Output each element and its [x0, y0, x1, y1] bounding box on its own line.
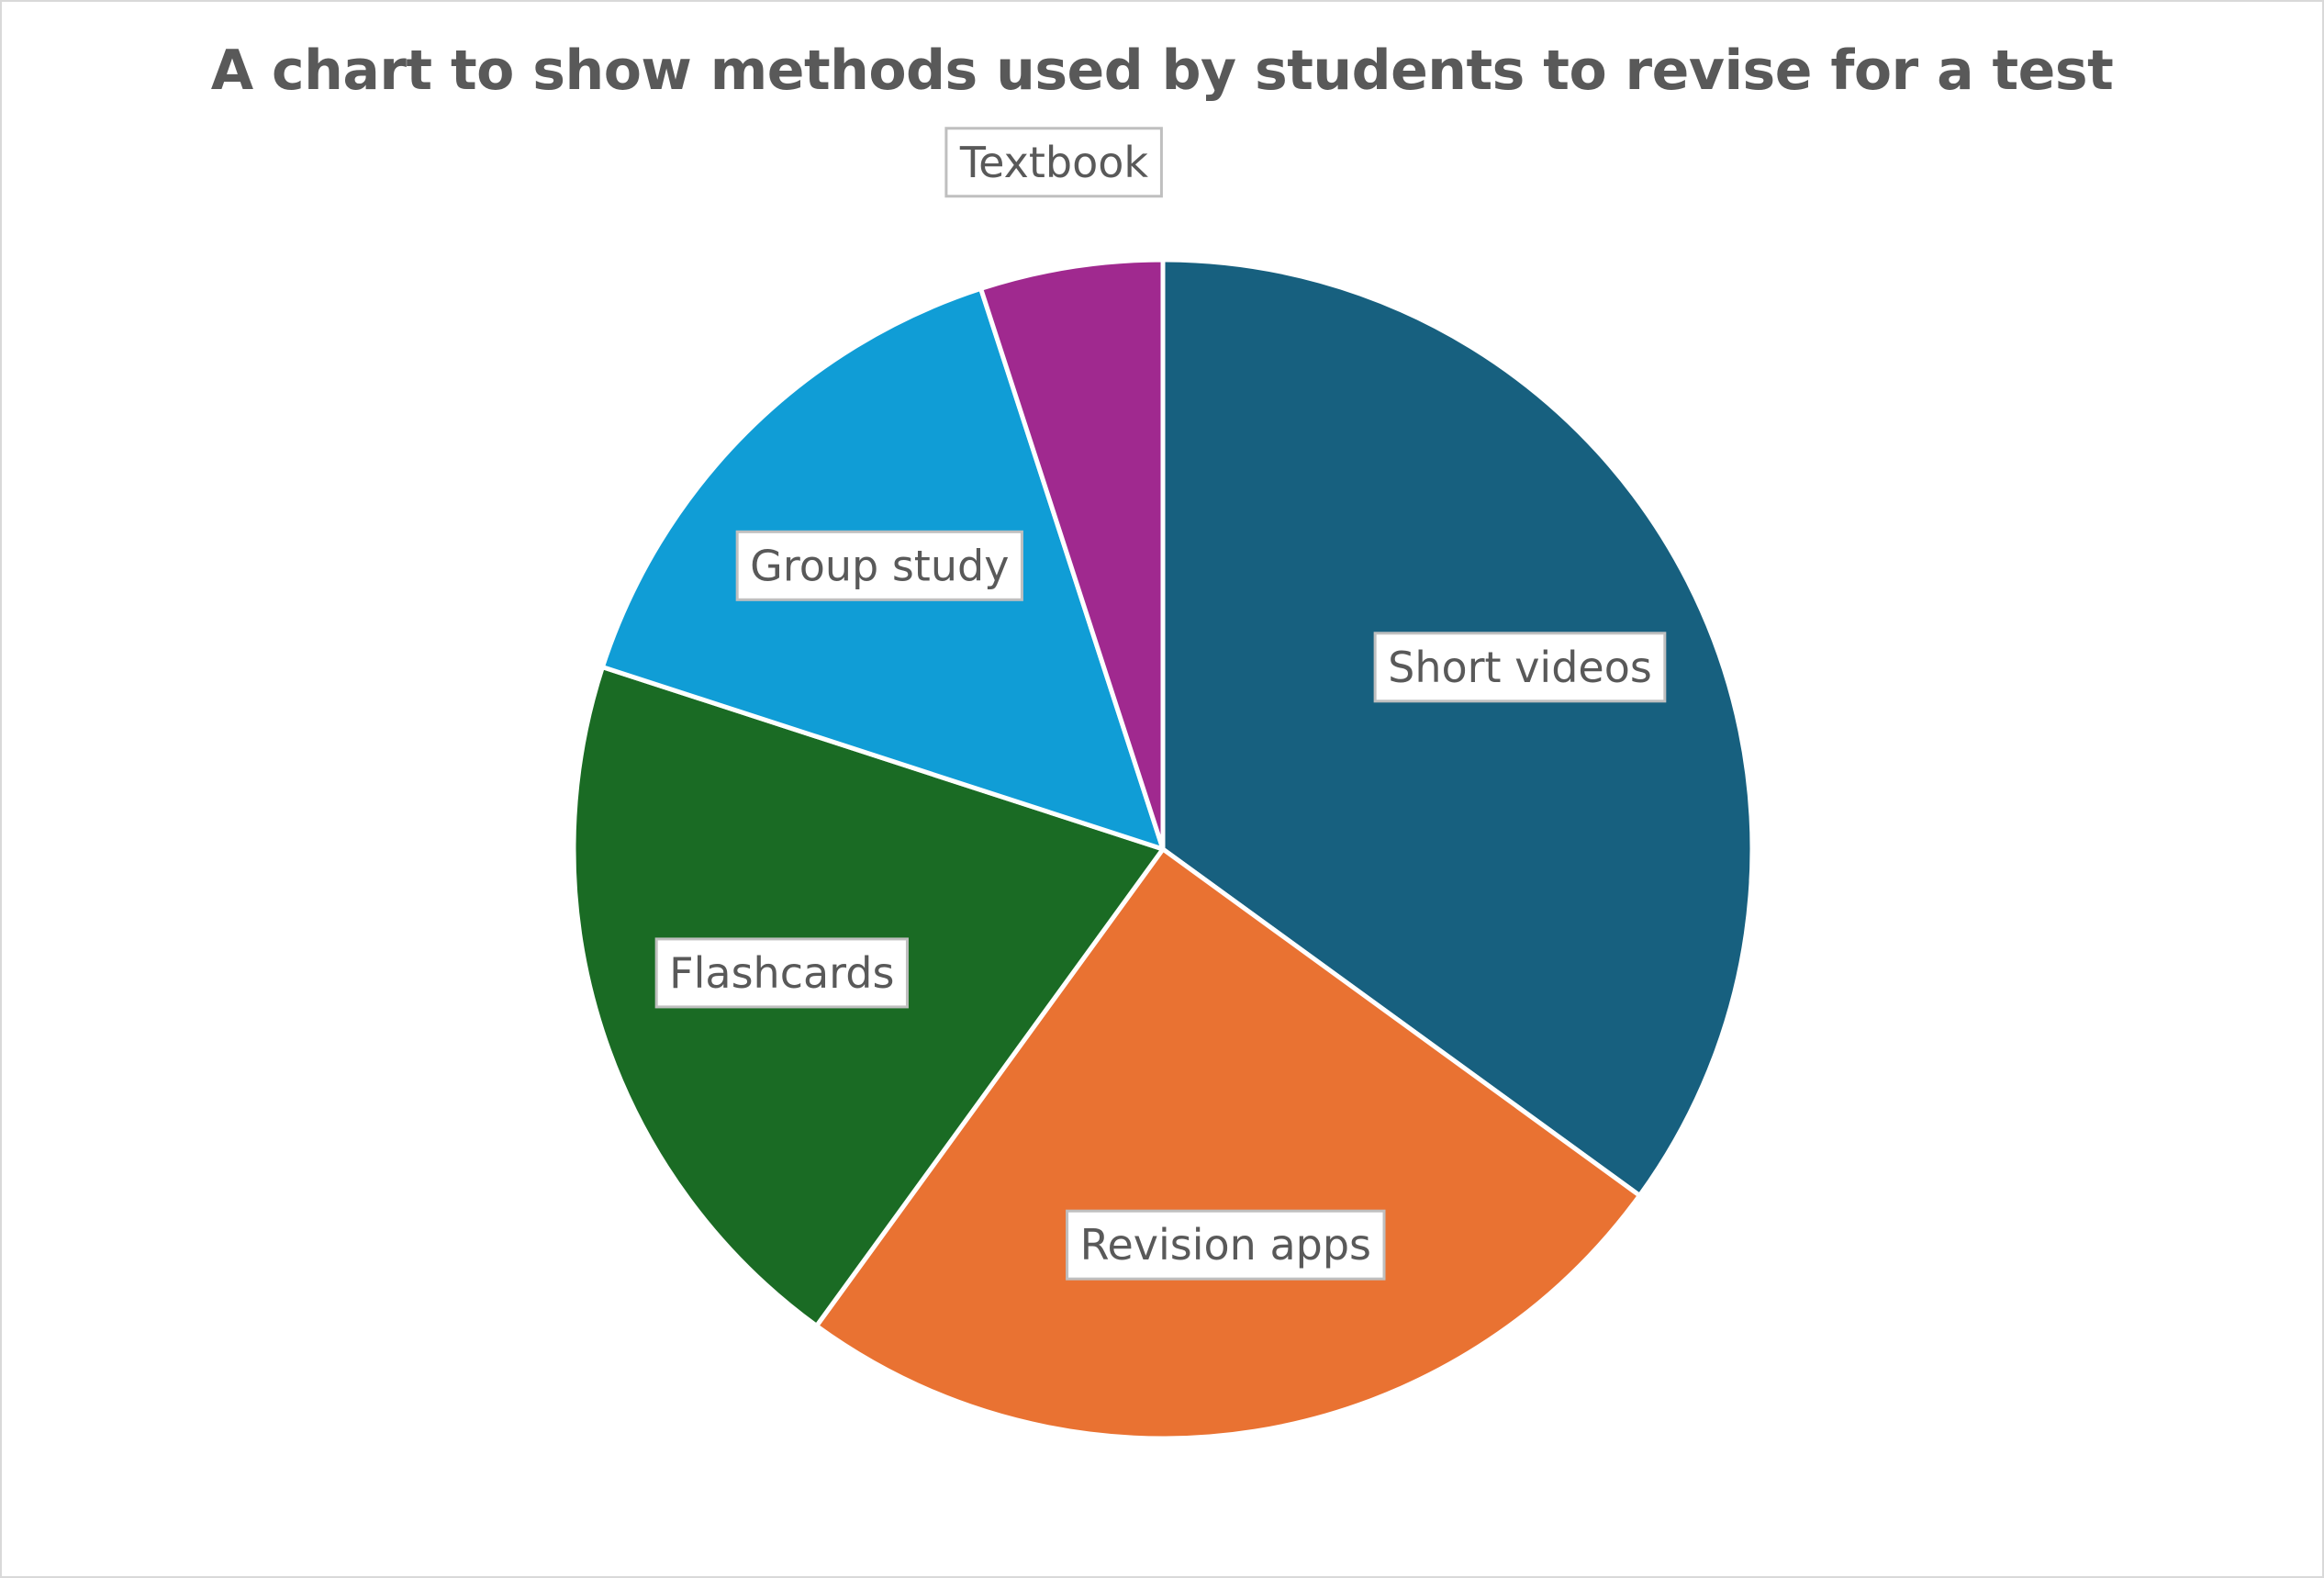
data-label-text: Textbook [959, 138, 1149, 187]
data-label-box [735, 530, 1023, 601]
data-label-text: Revision apps [1080, 1220, 1371, 1270]
data-label-textbook: Textbook [944, 127, 1163, 198]
data-label-revision-apps: Revision apps [1066, 1209, 1386, 1281]
data-label-short-videos: Short videos [1373, 632, 1667, 703]
data-label-text: Flashcards [669, 948, 894, 998]
pie-slice-short-videos[interactable] [1160, 257, 1755, 1198]
data-label-text: Group study [750, 541, 1009, 590]
data-label-flashcards: Flashcards [654, 937, 909, 1009]
data-label-box [1373, 632, 1667, 703]
data-label-text: Short videos [1388, 643, 1652, 692]
data-label-box [944, 127, 1163, 198]
pie-slice-revision-apps[interactable] [814, 846, 1642, 1441]
data-label-box [1066, 1209, 1386, 1281]
data-label-group-study: Group study [735, 530, 1023, 601]
pie-slice-textbook[interactable] [978, 257, 1166, 852]
chart-title: A chart to show methods used by students… [210, 39, 2114, 103]
pie-labels: Short videos Revision apps Flashcards Group… [654, 127, 1667, 1281]
data-label-box [654, 937, 909, 1009]
